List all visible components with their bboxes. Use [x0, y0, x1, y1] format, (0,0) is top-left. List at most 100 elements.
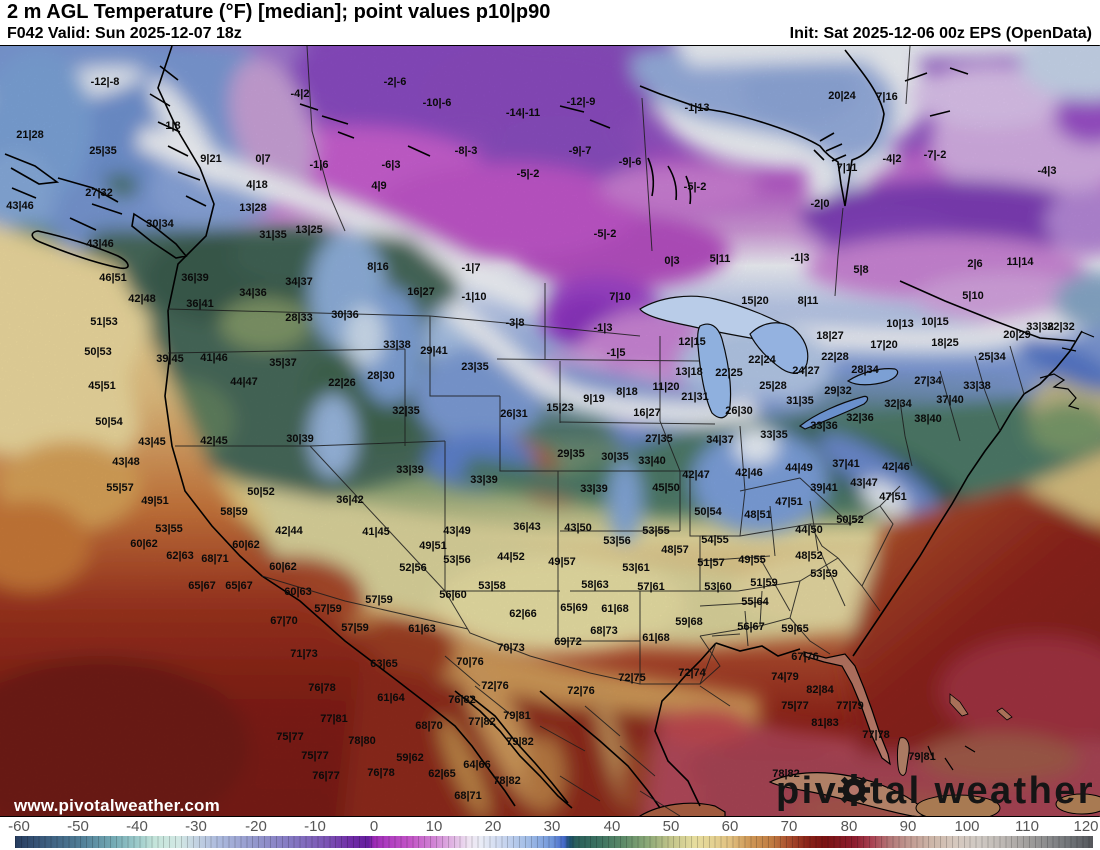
svg-text:tal weather: tal weather: [870, 770, 1095, 812]
svg-text:59|62: 59|62: [396, 752, 424, 764]
svg-text:53|55: 53|55: [642, 525, 670, 537]
svg-text:10|15: 10|15: [921, 316, 949, 328]
svg-text:42|48: 42|48: [128, 293, 156, 305]
svg-text:49|51: 49|51: [141, 495, 169, 507]
svg-text:34|37: 34|37: [285, 276, 313, 288]
svg-text:22|25: 22|25: [715, 367, 743, 379]
svg-text:-1|6: -1|6: [310, 159, 329, 171]
svg-text:70|73: 70|73: [497, 642, 525, 654]
svg-text:78|82: 78|82: [772, 768, 800, 780]
svg-text:46|51: 46|51: [99, 272, 127, 284]
svg-text:58|63: 58|63: [581, 579, 609, 591]
svg-text:57|59: 57|59: [341, 622, 369, 634]
svg-text:51|57: 51|57: [697, 557, 725, 569]
svg-text:41|45: 41|45: [362, 526, 390, 538]
svg-text:43|49: 43|49: [443, 525, 471, 537]
svg-text:-1|5: -1|5: [607, 347, 626, 359]
svg-text:32|36: 32|36: [846, 412, 874, 424]
svg-text:11|20: 11|20: [653, 381, 680, 393]
svg-text:-10|-6: -10|-6: [423, 97, 452, 109]
svg-text:piv: piv: [776, 770, 838, 812]
svg-text:53|61: 53|61: [622, 562, 650, 574]
svg-text:35|37: 35|37: [269, 357, 297, 369]
svg-text:68|70: 68|70: [415, 720, 443, 732]
svg-text:-2|-6: -2|-6: [384, 76, 407, 88]
svg-text:78|80: 78|80: [348, 735, 376, 747]
svg-text:32|34: 32|34: [884, 398, 912, 410]
svg-text:36|43: 36|43: [513, 521, 541, 533]
svg-text:-4|3: -4|3: [1038, 165, 1057, 177]
svg-text:67|70: 67|70: [270, 615, 298, 627]
svg-text:4|9: 4|9: [371, 180, 386, 192]
svg-text:77|81: 77|81: [320, 713, 348, 725]
svg-text:2|6: 2|6: [967, 258, 982, 270]
svg-text:65|67: 65|67: [188, 580, 216, 592]
svg-text:79|81: 79|81: [908, 751, 936, 763]
svg-text:27|35: 27|35: [645, 433, 673, 445]
svg-text:-4|2: -4|2: [291, 88, 310, 100]
svg-text:62|65: 62|65: [428, 768, 456, 780]
svg-text:25|35: 25|35: [89, 145, 117, 157]
svg-text:33|39: 33|39: [580, 483, 608, 495]
svg-text:7|16: 7|16: [876, 91, 897, 103]
svg-text:65|67: 65|67: [225, 580, 253, 592]
svg-text:75|77: 75|77: [276, 731, 304, 743]
svg-text:-2|0: -2|0: [811, 198, 830, 210]
svg-text:53|59: 53|59: [810, 568, 838, 580]
svg-text:48|52: 48|52: [795, 550, 823, 562]
svg-text:-14|-11: -14|-11: [506, 107, 540, 119]
svg-text:60|62: 60|62: [269, 561, 297, 573]
svg-text:62|66: 62|66: [509, 608, 537, 620]
svg-text:7|11: 7|11: [837, 162, 858, 174]
svg-text:27|32: 27|32: [85, 187, 113, 199]
svg-text:67|76: 67|76: [791, 651, 819, 663]
svg-text:65|69: 65|69: [560, 602, 588, 614]
svg-text:50|54: 50|54: [694, 506, 722, 518]
svg-text:53|56: 53|56: [443, 554, 471, 566]
svg-text:59|68: 59|68: [675, 616, 703, 628]
svg-text:16|27: 16|27: [633, 407, 661, 419]
svg-text:43|47: 43|47: [850, 477, 878, 489]
svg-text:75|77: 75|77: [301, 750, 329, 762]
svg-text:81|83: 81|83: [811, 717, 839, 729]
svg-text:47|51: 47|51: [775, 496, 803, 508]
svg-text:25|34: 25|34: [978, 351, 1006, 363]
svg-text:44|52: 44|52: [497, 551, 525, 563]
svg-text:-7|-2: -7|-2: [924, 149, 947, 161]
svg-text:72|75: 72|75: [618, 672, 646, 684]
svg-text:51|53: 51|53: [90, 316, 118, 328]
svg-text:9|19: 9|19: [583, 393, 604, 405]
svg-text:12|15: 12|15: [678, 336, 706, 348]
svg-text:-12|-8: -12|-8: [91, 76, 120, 88]
svg-text:39|45: 39|45: [156, 353, 184, 365]
svg-text:69|72: 69|72: [554, 636, 582, 648]
svg-text:51|59: 51|59: [750, 577, 778, 589]
svg-text:28|34: 28|34: [851, 364, 879, 376]
svg-text:33|40: 33|40: [638, 455, 666, 467]
svg-text:42|47: 42|47: [682, 469, 710, 481]
svg-text:-1|13: -1|13: [684, 102, 709, 114]
svg-text:-1|3: -1|3: [791, 252, 810, 264]
svg-text:33|36: 33|36: [810, 420, 838, 432]
svg-text:13|28: 13|28: [239, 202, 267, 214]
svg-text:23|35: 23|35: [461, 361, 489, 373]
svg-text:21|31: 21|31: [681, 391, 709, 403]
svg-text:42|44: 42|44: [275, 525, 303, 537]
svg-text:34|37: 34|37: [706, 434, 734, 446]
svg-text:33|35: 33|35: [760, 429, 788, 441]
svg-text:21|28: 21|28: [16, 129, 44, 141]
svg-text:41|46: 41|46: [200, 352, 228, 364]
svg-text:68|73: 68|73: [590, 625, 618, 637]
svg-text:43|50: 43|50: [564, 522, 592, 534]
svg-text:43|45: 43|45: [138, 436, 166, 448]
svg-text:60|62: 60|62: [130, 538, 158, 550]
svg-text:60|63: 60|63: [284, 586, 312, 598]
svg-text:75|77: 75|77: [781, 700, 809, 712]
svg-text:56|60: 56|60: [439, 589, 467, 601]
svg-text:1|8: 1|8: [165, 120, 180, 132]
svg-text:42|46: 42|46: [735, 467, 763, 479]
svg-text:47|51: 47|51: [879, 491, 907, 503]
svg-text:5|8: 5|8: [853, 264, 868, 276]
svg-text:77|82: 77|82: [468, 716, 496, 728]
svg-text:29|41: 29|41: [420, 345, 448, 357]
